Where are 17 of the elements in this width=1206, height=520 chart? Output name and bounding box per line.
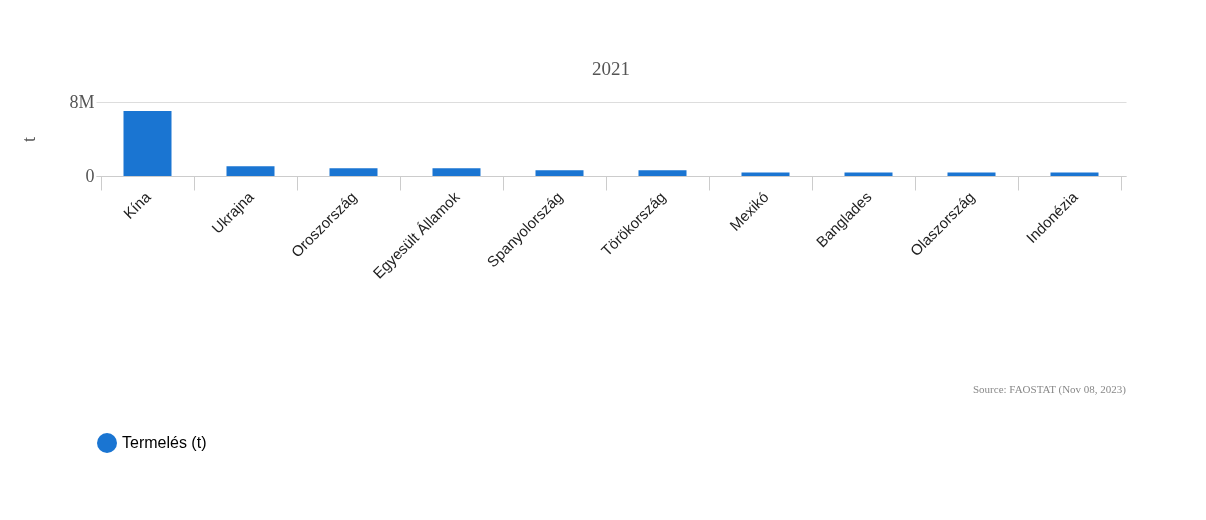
bar [638, 170, 687, 176]
bar [741, 172, 790, 176]
y-axis-title: t [19, 136, 40, 143]
source-note: Source: FAOSTAT (Nov 08, 2023) [972, 383, 1127, 396]
bar [226, 166, 275, 176]
y-tick-label: 8M [69, 91, 95, 112]
bar [844, 172, 893, 176]
bar [947, 172, 996, 176]
bar [535, 170, 584, 176]
bar [329, 168, 378, 176]
bar [432, 168, 481, 176]
bar [1050, 172, 1099, 176]
bar [123, 110, 172, 176]
legend-label: Termelés (t) [122, 434, 207, 451]
x-tick-label: Kína [119, 187, 155, 222]
y-tick-label: 0 [85, 165, 95, 186]
chart-title: 2021 [592, 58, 630, 79]
